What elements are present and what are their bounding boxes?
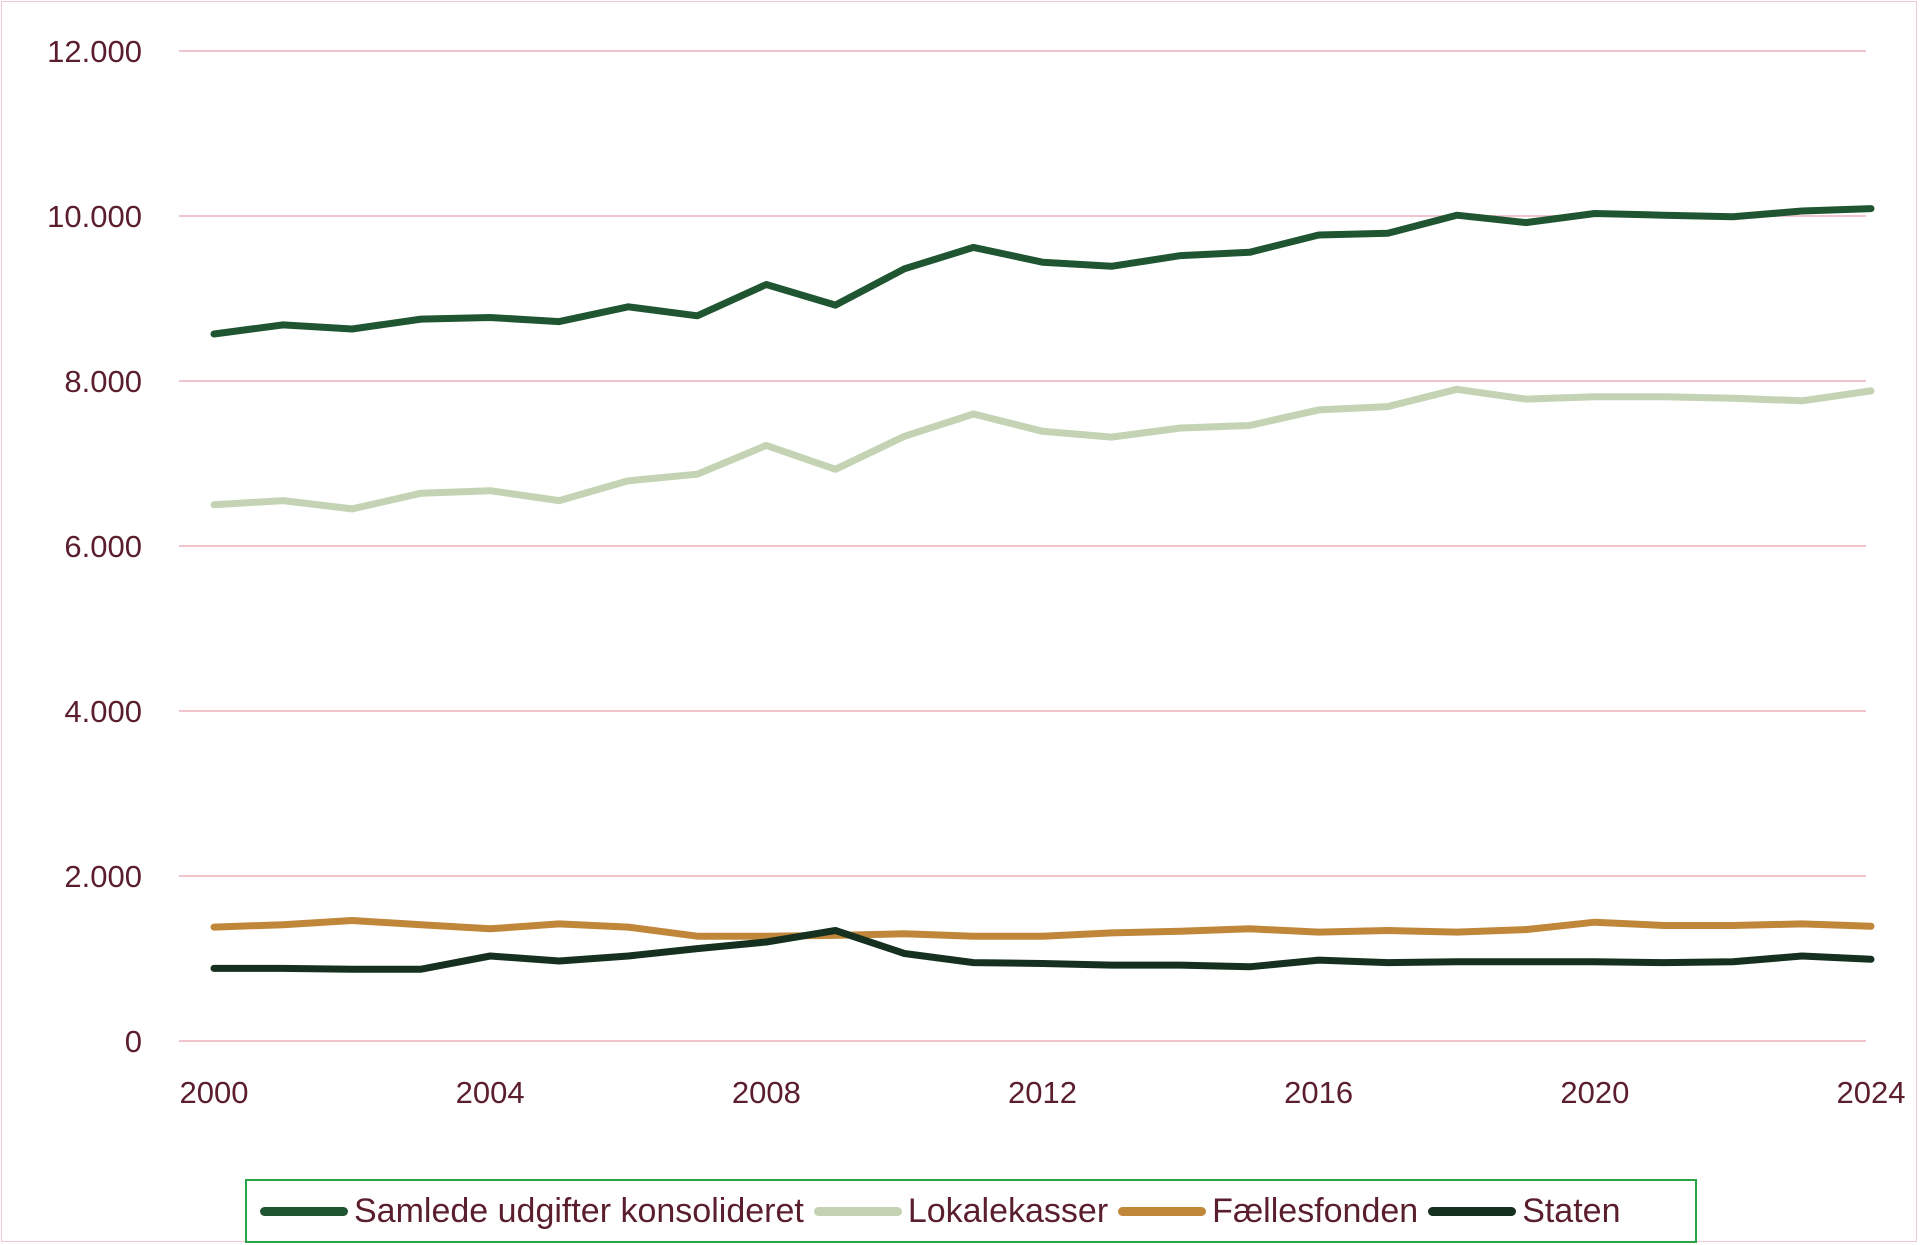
legend-item: Staten: [1428, 1191, 1621, 1231]
y-tick-label: 8.000: [64, 364, 142, 399]
legend-swatch: [260, 1206, 348, 1216]
series-line-1: [210, 205, 1875, 338]
legend-label: Staten: [1522, 1191, 1621, 1230]
y-tick-label: 0: [125, 1024, 142, 1059]
y-tick-label: 2.000: [64, 859, 142, 894]
legend-label: Lokalekasser: [907, 1191, 1109, 1230]
x-tick-label: 2020: [1560, 1075, 1629, 1110]
y-tick-label: 12.000: [47, 34, 142, 69]
legend-label: Fællesfonden: [1212, 1191, 1419, 1230]
y-tick-label: 10.000: [47, 199, 142, 234]
legend-swatch: [813, 1206, 902, 1216]
x-tick-label: 2012: [1008, 1075, 1077, 1110]
legend-item: Samlede udgifter konsolideret: [260, 1192, 804, 1231]
x-tick-label: 2004: [456, 1075, 525, 1110]
y-tick-label: 4.000: [64, 694, 142, 729]
series-line-3: [210, 917, 1875, 940]
legend-label: Samlede udgifter konsolideret: [354, 1191, 804, 1230]
legend-item: Lokalekasser: [813, 1191, 1109, 1231]
legend: Samlede udgifter konsolideret Lokalekasse…: [245, 1179, 1697, 1243]
legend-swatch: [1118, 1206, 1207, 1216]
x-tick-label: 2008: [732, 1075, 801, 1110]
x-tick-label: 2000: [180, 1075, 249, 1110]
y-tick-label: 6.000: [64, 529, 142, 564]
legend-swatch: [1428, 1206, 1517, 1216]
series-line-4: [210, 927, 1875, 973]
x-tick-label: 2016: [1284, 1075, 1353, 1110]
x-tick-label: 2024: [1837, 1075, 1906, 1110]
legend-item: Fællesfonden: [1118, 1192, 1418, 1231]
series-line-2: [210, 385, 1875, 513]
